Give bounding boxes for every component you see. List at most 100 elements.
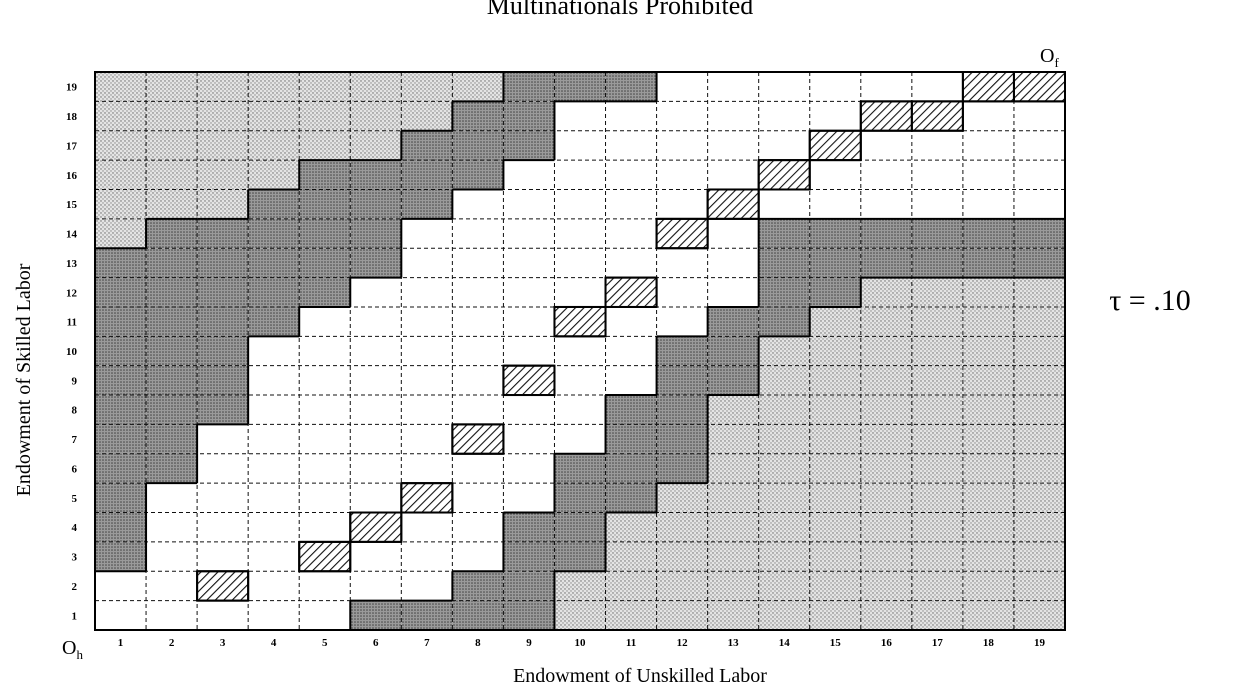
cell [758, 130, 810, 161]
cell [605, 541, 657, 572]
cell [452, 424, 504, 454]
cell [1013, 306, 1065, 337]
cell [146, 160, 198, 190]
cell [146, 512, 198, 542]
cell [95, 483, 147, 513]
cell [401, 571, 453, 601]
cell [860, 218, 912, 249]
cell [809, 395, 861, 425]
cell [1013, 277, 1065, 307]
cell [248, 72, 300, 102]
cell [962, 306, 1014, 337]
x-tick-label: 9 [526, 637, 532, 649]
cell [911, 336, 963, 366]
cell [809, 306, 861, 337]
cell [248, 600, 300, 630]
cell [95, 218, 147, 249]
cell [656, 571, 708, 601]
cell [809, 130, 861, 161]
cell [146, 189, 198, 219]
cell [554, 483, 606, 513]
cell [605, 365, 657, 396]
cell [554, 541, 606, 572]
title: Multinationals Prohibited [487, 0, 754, 20]
cell [350, 512, 402, 542]
cell [248, 248, 300, 278]
cell [401, 101, 453, 131]
cell [605, 306, 657, 337]
origin-foreign-base: O [1040, 45, 1054, 67]
cell [962, 600, 1014, 630]
cell [197, 189, 249, 219]
cell [350, 101, 402, 131]
cell [146, 306, 198, 337]
cell [605, 101, 657, 131]
cell [299, 395, 351, 425]
cell [911, 277, 963, 307]
cell [95, 336, 147, 366]
cell [860, 365, 912, 396]
cell [809, 453, 861, 484]
cell [554, 424, 606, 454]
cell [197, 218, 249, 249]
cell [95, 600, 147, 630]
x-tick-label: 7 [424, 637, 430, 649]
cell [503, 571, 555, 601]
cell [554, 600, 606, 630]
cell [605, 336, 657, 366]
cell [758, 571, 810, 601]
cell [350, 277, 402, 307]
cell [503, 130, 555, 161]
cell [656, 453, 708, 484]
cell [707, 160, 759, 190]
cell [146, 453, 198, 484]
x-tick-label: 18 [983, 637, 995, 649]
cell [707, 600, 759, 630]
cell [146, 365, 198, 396]
cell [809, 101, 861, 131]
cell [962, 277, 1014, 307]
x-tick-label: 16 [881, 637, 893, 649]
hatched-border [298, 540, 352, 573]
cell [911, 130, 963, 161]
cell [911, 424, 963, 454]
cell [452, 248, 504, 278]
cell [758, 101, 810, 131]
cell [503, 541, 555, 572]
cell [401, 483, 453, 513]
cell [197, 277, 249, 307]
cell [860, 571, 912, 601]
cell [707, 248, 759, 278]
cell [95, 424, 147, 454]
cell [605, 512, 657, 542]
cell [350, 72, 402, 102]
y-tick-label: 7 [72, 434, 78, 446]
y-tick-label: 9 [72, 375, 78, 387]
cell [248, 160, 300, 190]
y-tick-label: 16 [66, 170, 78, 182]
cell [554, 218, 606, 249]
cell [299, 365, 351, 396]
cell [197, 424, 249, 454]
cell [299, 218, 351, 249]
cell [962, 424, 1014, 454]
x-tick-label: 14 [779, 637, 791, 649]
cell [248, 483, 300, 513]
cell [350, 218, 402, 249]
cell [1013, 600, 1065, 630]
x-tick-label: 5 [322, 637, 328, 649]
cell [707, 306, 759, 337]
cell [707, 189, 759, 219]
cell [911, 541, 963, 572]
cell [707, 336, 759, 366]
cell [503, 453, 555, 484]
cell [860, 72, 912, 102]
cell [656, 424, 708, 454]
cell [605, 248, 657, 278]
cell [350, 571, 402, 601]
cell [248, 453, 300, 484]
cell [248, 424, 300, 454]
cell [707, 424, 759, 454]
cell [1013, 336, 1065, 366]
cell [197, 483, 249, 513]
